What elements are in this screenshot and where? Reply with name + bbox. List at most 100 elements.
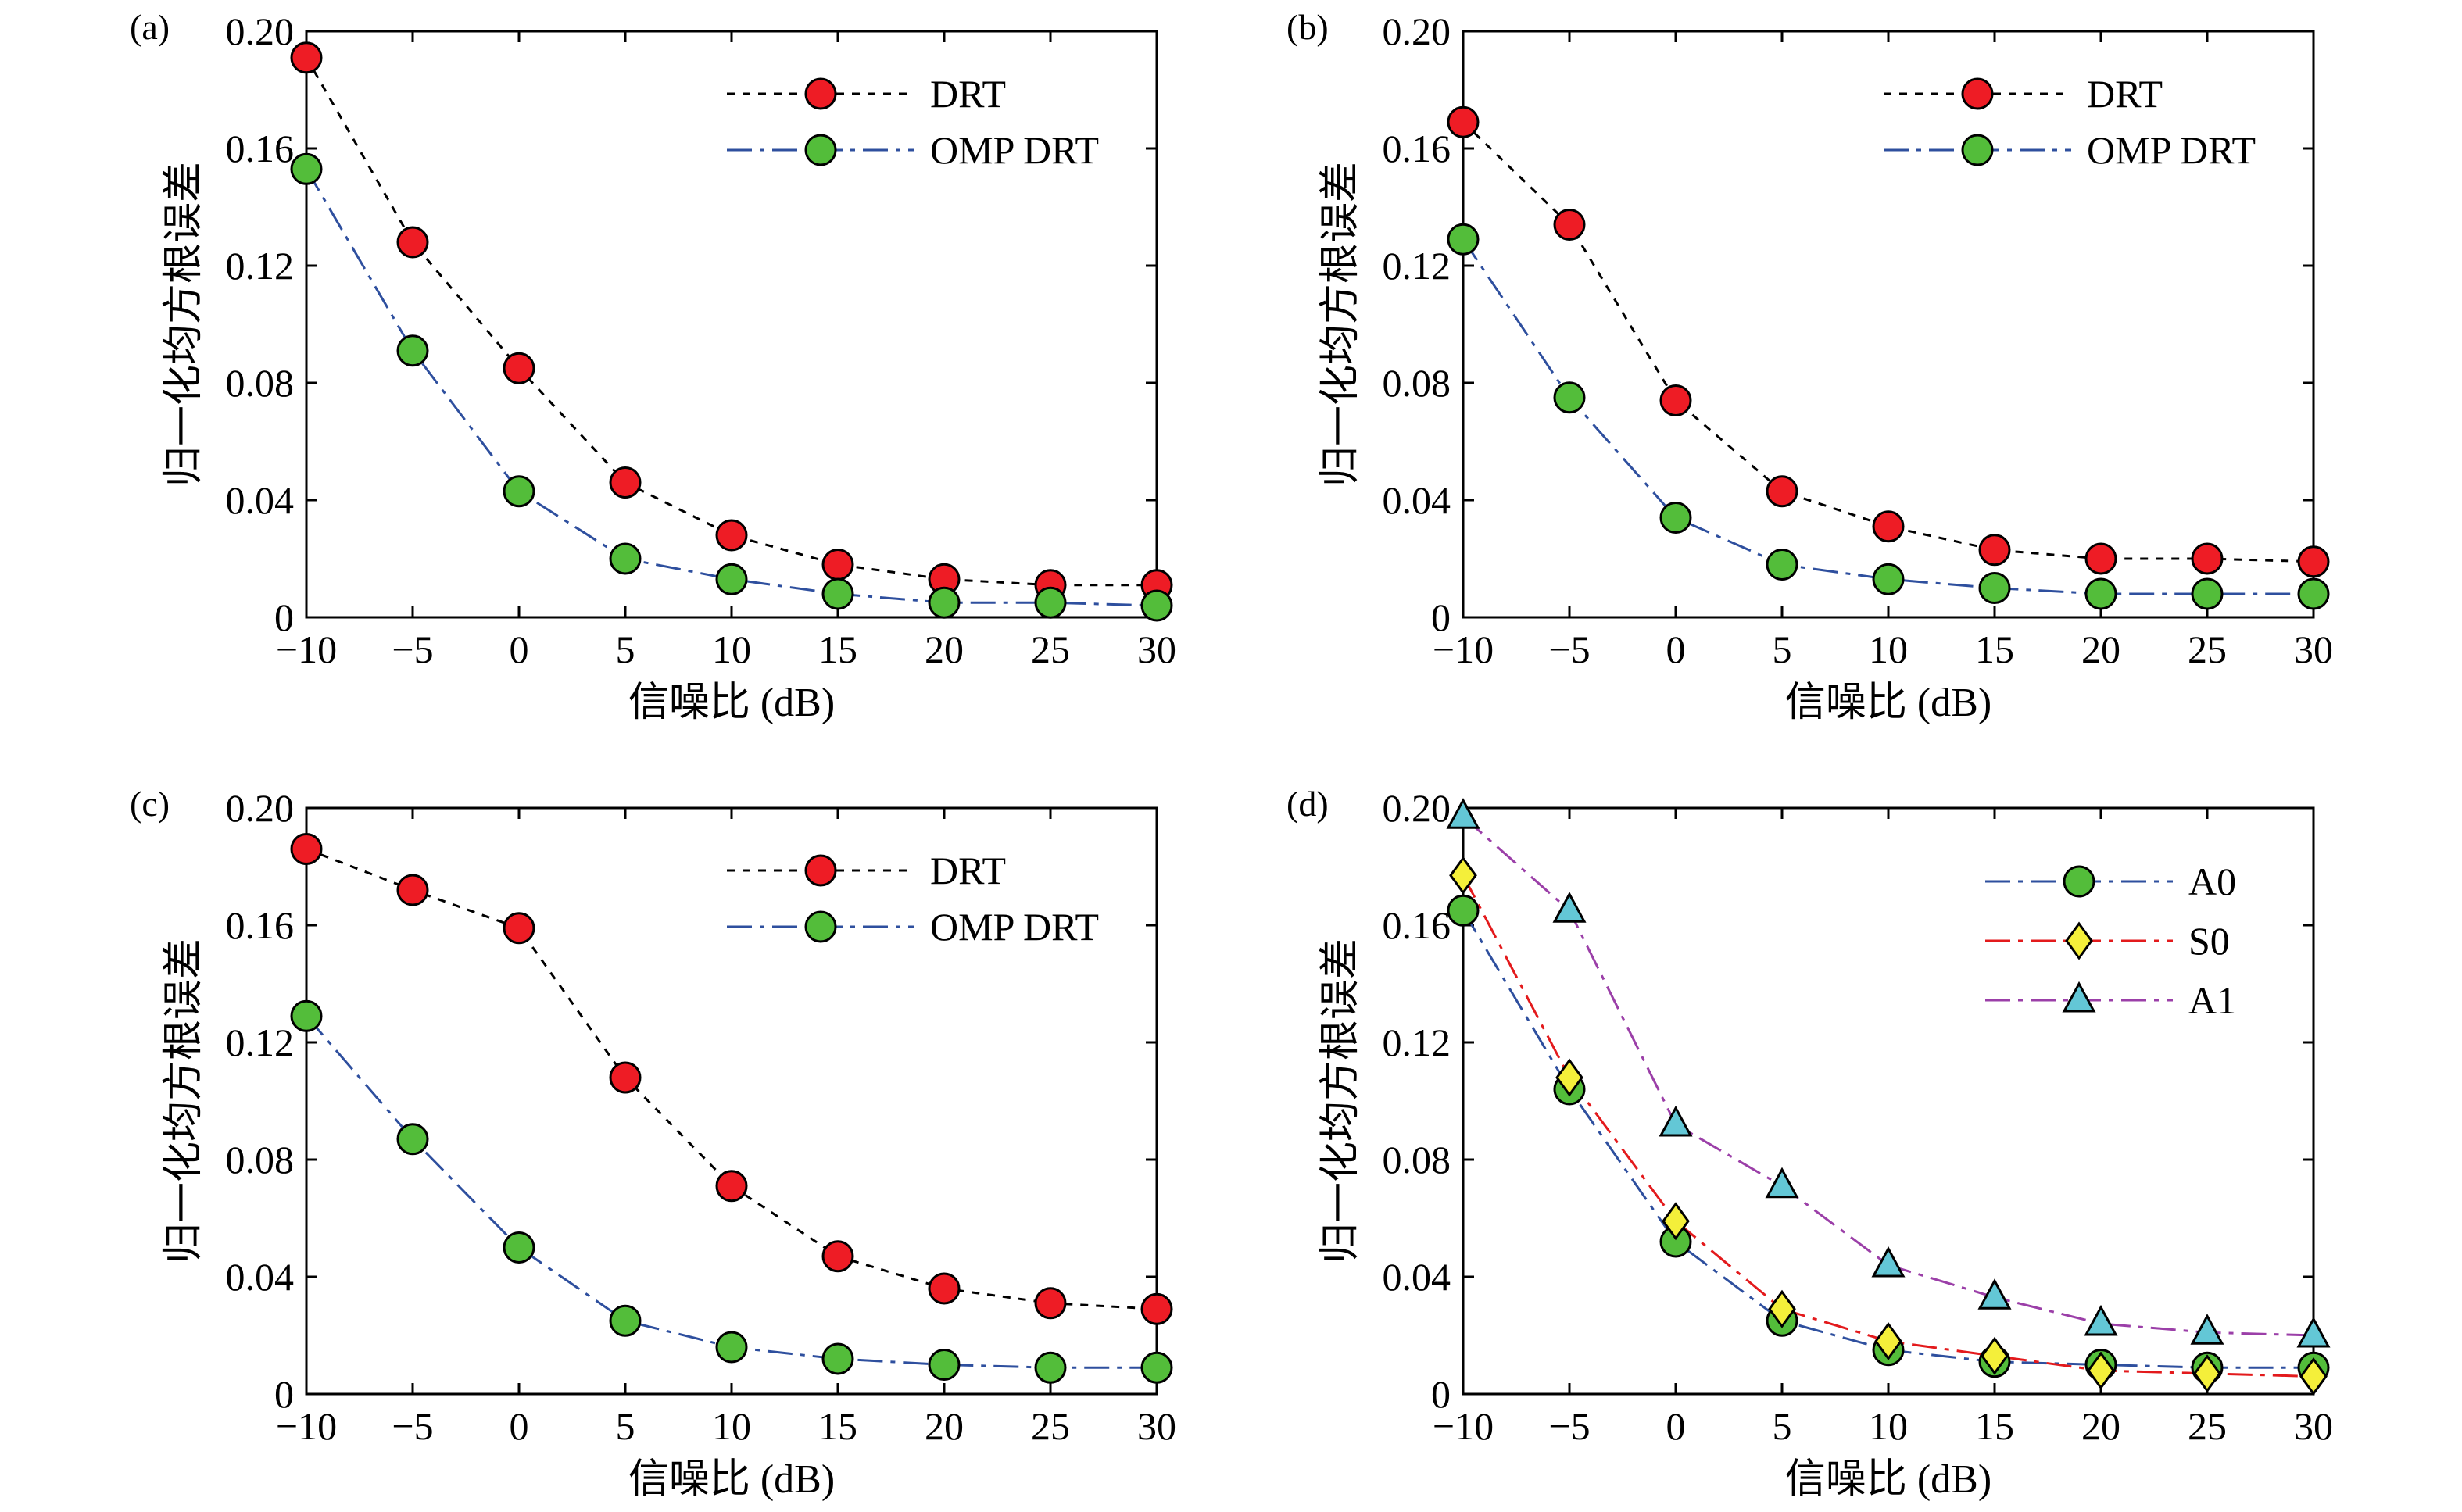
x-tick-label: 20 — [2081, 1404, 2120, 1448]
legend-label: A0 — [2188, 860, 2236, 903]
x-axis-label: 信噪比 (dB) — [1785, 1457, 1991, 1502]
x-tick-label: 0 — [510, 1404, 529, 1448]
data-point-drt — [290, 41, 323, 74]
x-axis-label: 信噪比 (dB) — [628, 681, 835, 725]
x-tick-label: 25 — [2188, 627, 2227, 671]
y-tick-label: 0.08 — [226, 1138, 295, 1181]
x-tick-label: 10 — [712, 1404, 751, 1448]
x-tick-label: 5 — [1773, 1404, 1792, 1448]
legend-marker — [804, 910, 837, 943]
data-point-drt — [396, 226, 429, 259]
y-tick-label: 0.12 — [226, 244, 295, 288]
y-tick-label: 0 — [1431, 1372, 1451, 1416]
y-tick-label: 0.04 — [1383, 1255, 1451, 1299]
data-point-omp-drt — [1553, 381, 1586, 414]
legend-marker — [2065, 921, 2093, 960]
data-point-omp-drt — [2191, 577, 2224, 610]
data-point-s0 — [1768, 1289, 1796, 1328]
data-point-drt — [928, 1272, 961, 1305]
x-axis-label: 信噪比 (dB) — [1785, 681, 1991, 725]
data-point-drt — [1659, 384, 1692, 416]
data-point-a0 — [1447, 894, 1480, 927]
data-point-drt — [1034, 1287, 1067, 1320]
x-tick-label: 15 — [818, 627, 857, 671]
data-point-omp-drt — [609, 1304, 642, 1337]
data-point-s0 — [1981, 1336, 2009, 1375]
x-tick-label: −5 — [1548, 1404, 1590, 1448]
y-tick-label: 0.12 — [1383, 244, 1451, 288]
series-line-omp-drt — [1462, 238, 2313, 595]
x-tick-label: 20 — [925, 627, 964, 671]
y-axis-label: 归一化均方根误差 — [1319, 938, 1363, 1264]
legend-marker — [804, 134, 837, 166]
legend-marker — [804, 77, 837, 110]
data-point-drt — [2297, 545, 2330, 578]
data-point-s0 — [2193, 1354, 2221, 1393]
data-point-omp-drt — [290, 999, 323, 1032]
data-point-drt — [1553, 209, 1586, 241]
data-point-omp-drt — [928, 1349, 961, 1381]
x-tick-label: 10 — [1869, 627, 1908, 671]
data-point-s0 — [2299, 1357, 2328, 1396]
x-tick-label: 5 — [616, 627, 635, 671]
data-point-drt — [503, 352, 535, 384]
legend-label: A1 — [2188, 978, 2236, 1022]
data-point-a1 — [1765, 1167, 1799, 1199]
x-tick-label: 20 — [925, 1404, 964, 1448]
x-tick-label: 25 — [2188, 1404, 2227, 1448]
x-tick-label: 25 — [1031, 627, 1070, 671]
y-tick-label: 0.16 — [1383, 127, 1451, 170]
data-point-drt — [821, 549, 854, 581]
x-tick-label: 15 — [1975, 627, 2014, 671]
data-point-drt — [1140, 1292, 1173, 1325]
legend-label: DRT — [930, 849, 1006, 892]
y-tick-label: 0.12 — [226, 1021, 295, 1064]
data-point-omp-drt — [1872, 563, 1905, 595]
x-tick-label: 30 — [2294, 1404, 2333, 1448]
y-tick-label: 0.16 — [226, 903, 295, 947]
x-tick-label: 10 — [712, 627, 751, 671]
legend-label: DRT — [930, 72, 1006, 116]
data-point-a1 — [1871, 1246, 1906, 1278]
data-point-a1 — [1659, 1105, 1693, 1137]
data-point-omp-drt — [715, 563, 748, 595]
data-point-omp-drt — [1034, 586, 1067, 619]
data-point-drt — [1978, 534, 2011, 567]
panel-letter: (b) — [1286, 7, 1329, 47]
series-line-a0 — [1462, 910, 2313, 1369]
y-axis-label: 归一化均方根误差 — [162, 162, 206, 487]
y-tick-label: 0.08 — [1383, 1138, 1451, 1181]
data-point-a1 — [2190, 1314, 2224, 1345]
data-point-omp-drt — [396, 334, 429, 367]
y-tick-label: 0.20 — [1383, 786, 1451, 830]
data-point-omp-drt — [1140, 1351, 1173, 1384]
panel-letter: (a) — [130, 7, 170, 47]
data-point-drt — [715, 1170, 748, 1203]
x-tick-label: 20 — [2081, 627, 2120, 671]
data-point-omp-drt — [715, 1331, 748, 1364]
y-tick-label: 0.04 — [226, 1255, 295, 1299]
data-point-omp-drt — [1659, 502, 1692, 534]
x-tick-label: 0 — [510, 627, 529, 671]
data-point-drt — [821, 1240, 854, 1273]
data-point-drt — [2191, 542, 2224, 575]
data-point-drt — [609, 466, 642, 499]
data-point-s0 — [1555, 1058, 1583, 1097]
x-tick-label: 30 — [2294, 627, 2333, 671]
y-tick-label: 0.04 — [226, 478, 295, 522]
x-axis-label: 信噪比 (dB) — [628, 1457, 835, 1502]
x-tick-label: −10 — [276, 1404, 337, 1448]
y-tick-label: 0.16 — [1383, 903, 1451, 947]
x-tick-label: 10 — [1869, 1404, 1908, 1448]
y-tick-label: 0.20 — [226, 786, 295, 830]
y-tick-label: 0 — [274, 595, 294, 639]
data-point-omp-drt — [503, 1231, 535, 1264]
data-point-omp-drt — [1978, 572, 2011, 604]
x-tick-label: −5 — [1548, 627, 1590, 671]
data-point-omp-drt — [1034, 1351, 1067, 1384]
data-point-omp-drt — [290, 152, 323, 185]
data-point-omp-drt — [503, 475, 535, 508]
data-point-omp-drt — [1766, 549, 1798, 581]
panel-letter: (d) — [1286, 784, 1329, 824]
series-line-s0 — [1462, 874, 2314, 1378]
